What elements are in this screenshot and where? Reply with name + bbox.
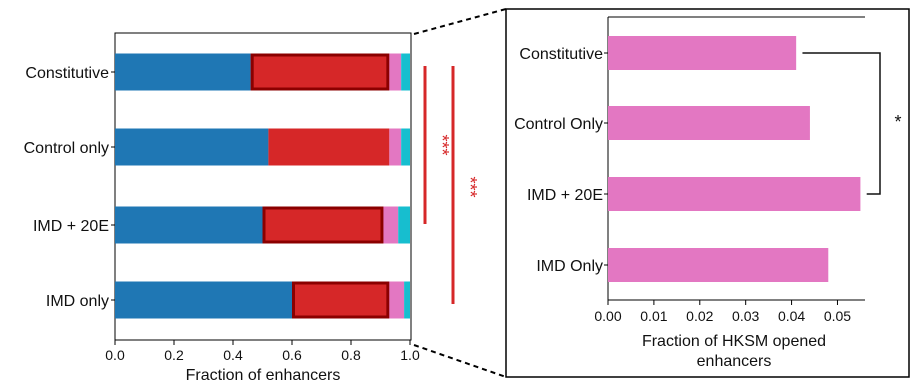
stacked-bar-segment: [389, 53, 402, 91]
stacked-bar-segment: [389, 281, 405, 319]
category-label: IMD Only: [536, 258, 603, 275]
right-x-axis-title-line2: enhancers: [697, 353, 772, 370]
x-tick-label: 0.4: [223, 347, 243, 363]
left-significance: *** ***: [423, 66, 480, 304]
stacked-bar-segment: [262, 206, 384, 244]
category-label: Control only: [24, 140, 109, 157]
stacked-bar-segment: [292, 281, 390, 319]
x-tick-label: 0.04: [778, 308, 805, 324]
right-category-labels: Constitutive Control Only IMD + 20E IMD Onl…: [514, 46, 603, 275]
bar: [608, 248, 829, 282]
significance-bracket: [802, 52, 881, 195]
category-label: Control Only: [514, 116, 603, 133]
x-tick-label: 0.00: [594, 308, 621, 324]
x-tick-label: 0.02: [686, 308, 713, 324]
category-label: IMD only: [46, 293, 109, 310]
x-tick-label: 0.8: [341, 347, 361, 363]
left-x-ticks: 0.0 0.2 0.4 0.6 0.8 1.0: [105, 71, 420, 363]
stacked-bar-segment: [389, 128, 402, 166]
x-tick-label: 0.0: [105, 347, 125, 363]
stacked-bar-segment: [383, 206, 399, 244]
zoom-connector-top: [413, 8, 507, 35]
stacked-bar-segment: [401, 53, 410, 91]
x-tick-label: 1.0: [400, 347, 420, 363]
stacked-bar-segment: [404, 281, 410, 319]
stacked-bar-segment: [115, 206, 263, 244]
stacked-bar-segment: [250, 53, 390, 91]
significance-label: ***: [460, 176, 480, 197]
right-x-axis-title-line1: Fraction of HKSM opened: [642, 333, 826, 350]
inset-frame: [505, 8, 910, 378]
zoom-connector-bottom: [413, 344, 507, 378]
left-category-labels: Constitutive Control only IMD + 20E IMD onl…: [24, 65, 109, 310]
right-x-ticks: 0.00 0.01 0.02 0.03 0.04 0.05: [594, 52, 851, 324]
stacked-bar-segment: [115, 53, 251, 91]
significance-label: ***: [432, 134, 452, 155]
left-plot-frame: [114, 32, 412, 341]
highlight-outline: [250, 53, 390, 91]
category-label: IMD + 20E: [33, 218, 109, 235]
x-tick-label: 0.03: [732, 308, 759, 324]
bar: [608, 177, 861, 211]
right-bar-chart: Constitutive Control Only IMD + 20E IMD Onl…: [505, 8, 910, 378]
stacked-bar-segment: [401, 128, 410, 166]
category-label: Constitutive: [25, 65, 109, 82]
left-stacked-bar-chart: Constitutive Control only IMD + 20E IMD onl…: [24, 32, 480, 384]
x-tick-label: 0.6: [282, 347, 302, 363]
bar: [608, 36, 797, 70]
category-label: IMD + 20E: [527, 187, 603, 204]
right-significance: *: [802, 52, 902, 195]
bar: [608, 106, 810, 140]
stacked-bar-segment: [115, 281, 292, 319]
left-bars: [115, 53, 410, 319]
stacked-bar-segment: [268, 128, 390, 166]
x-tick-label: 0.2: [164, 347, 184, 363]
highlight-outline: [262, 206, 384, 244]
x-tick-label: 0.01: [640, 308, 667, 324]
left-x-axis-title: Fraction of enhancers: [186, 367, 341, 384]
highlight-outline: [292, 281, 390, 319]
significance-label: *: [894, 112, 901, 132]
category-label: Constitutive: [519, 46, 603, 63]
right-bars: [608, 36, 861, 282]
stacked-bar-segment: [398, 206, 410, 244]
stacked-bar-segment: [115, 128, 269, 166]
x-tick-label: 0.05: [824, 308, 851, 324]
